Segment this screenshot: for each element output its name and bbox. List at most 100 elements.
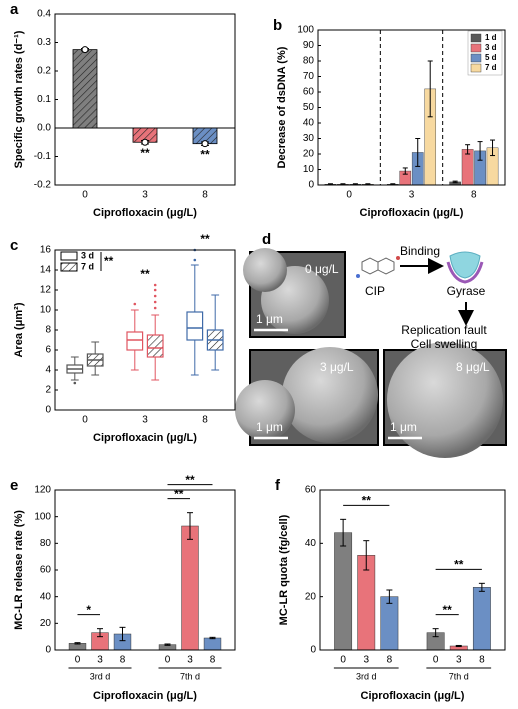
x-tick-label: 0 (340, 655, 346, 666)
y-tick-label: 2 (45, 385, 51, 396)
x-tick-label: 0 (346, 190, 352, 201)
legend-swatch (60, 251, 78, 261)
outcome-label: Cell swelling (411, 337, 478, 351)
data-point (81, 46, 89, 54)
image-label: 0 μg/L (305, 262, 339, 276)
box (146, 334, 164, 358)
x-tick-label: 8 (479, 655, 485, 666)
y-tick-label: 80 (303, 56, 315, 67)
sem-image: 3 μg/L 1 μm (235, 347, 379, 446)
scale-bar-label: 1 μm (390, 420, 417, 434)
x-tick-label: 0 (165, 655, 171, 666)
bar (461, 149, 474, 186)
y-axis-label: MC-LR quota (fg/cell) (278, 514, 290, 625)
significance-label: ** (174, 487, 184, 501)
legend-swatch (470, 53, 482, 63)
y-tick-label: 4 (45, 365, 51, 376)
target-label: Gyrase (447, 284, 486, 298)
x-tick-label: 0 (75, 655, 81, 666)
y-axis-label: MC-LR release rate (%) (13, 510, 25, 630)
y-tick-label: 120 (34, 485, 51, 496)
legend-label: 3 d (81, 250, 94, 260)
x-tick-label: 3 (363, 655, 369, 666)
legend-label: 3 d (485, 43, 497, 52)
y-tick-label: 40 (303, 118, 315, 129)
x-tick-label: 3 (142, 415, 148, 426)
sem-image: 8 μg/L 1 μm (383, 342, 507, 458)
y-tick-label: 0 (45, 405, 51, 416)
y-tick-label: 20 (303, 149, 315, 160)
x-axis-label: Ciprofloxacin (μg/L) (93, 690, 197, 702)
x-axis-label: Ciprofloxacin (μg/L) (361, 690, 465, 702)
y-axis-label: Area (μm²) (13, 302, 25, 357)
box (126, 331, 144, 351)
plot-frame (317, 29, 506, 186)
x-axis-label: Ciprofloxacin (μg/L) (360, 207, 464, 219)
outlier (133, 302, 137, 306)
y-tick-label: 20 (40, 618, 52, 629)
panel-label: a (10, 1, 19, 18)
y-tick-label: -0.1 (34, 151, 52, 162)
x-tick-label: 3 (409, 190, 415, 201)
significance-label: ** (200, 148, 210, 162)
y-tick-label: 90 (303, 40, 315, 51)
x-tick-label: 8 (202, 190, 208, 201)
panel-label: c (10, 237, 18, 254)
y-tick-label: 14 (40, 265, 52, 276)
significance-label: ** (200, 232, 210, 246)
y-tick-label: 60 (305, 485, 317, 496)
panel-d: d 0 μg/L 1 μm 3 μg/L 1 μm 8 μg/L 1 μm (235, 231, 507, 458)
x-tick-label: 8 (202, 415, 208, 426)
outcome-label: Replication fault (401, 323, 487, 337)
bar (472, 587, 491, 651)
outlier (73, 381, 77, 385)
legend-swatch (470, 63, 482, 73)
mechanism: Binding CIP Gyrase Replication fault Cel… (356, 244, 487, 351)
x-tick-label: 8 (120, 655, 126, 666)
y-tick-label: 60 (303, 87, 315, 98)
plot-frame (54, 13, 236, 186)
y-tick-label: 40 (305, 538, 317, 549)
image-label: 3 μg/L (320, 360, 354, 374)
legend-note: ** (104, 254, 114, 268)
legend-label: 7 d (81, 261, 94, 271)
x-tick-label: 3 (97, 655, 103, 666)
panel-label: e (10, 477, 18, 494)
panel-label: b (273, 17, 282, 34)
bar (181, 525, 199, 651)
scale-bar-label: 1 μm (256, 420, 283, 434)
legend-swatch (60, 262, 78, 272)
outlier (153, 300, 157, 304)
group-label: 3rd d (356, 671, 377, 681)
y-tick-label: 0 (45, 645, 51, 656)
x-tick-label: 8 (387, 655, 393, 666)
x-tick-label: 3 (187, 655, 193, 666)
image-label: 8 μg/L (456, 360, 490, 374)
x-tick-label: 3 (456, 655, 462, 666)
legend-frame (467, 30, 503, 76)
scale-bar-label: 1 μm (256, 312, 283, 326)
outlier (153, 288, 157, 292)
y-tick-label: 100 (34, 511, 51, 522)
significance-label: ** (140, 146, 150, 160)
outlier (153, 306, 157, 310)
significance-label: ** (140, 267, 150, 281)
data-point (141, 138, 149, 146)
y-tick-label: 0 (310, 645, 316, 656)
y-tick-label: 40 (40, 591, 52, 602)
plot-frame (54, 489, 236, 651)
drug-label: CIP (365, 284, 385, 298)
group-label: 7th d (449, 671, 469, 681)
box (186, 311, 204, 341)
panel-label: f (275, 477, 281, 494)
y-tick-label: 20 (305, 591, 317, 602)
outlier (153, 283, 157, 287)
y-tick-label: -0.2 (34, 180, 52, 191)
y-tick-label: 80 (40, 538, 52, 549)
bar (334, 532, 353, 651)
legend-label: 5 d (485, 53, 497, 62)
x-axis-label: Ciprofloxacin (μg/L) (93, 207, 197, 219)
y-tick-label: 0.1 (37, 94, 51, 105)
x-tick-label: 0 (82, 190, 88, 201)
y-tick-label: 0.3 (37, 37, 51, 48)
